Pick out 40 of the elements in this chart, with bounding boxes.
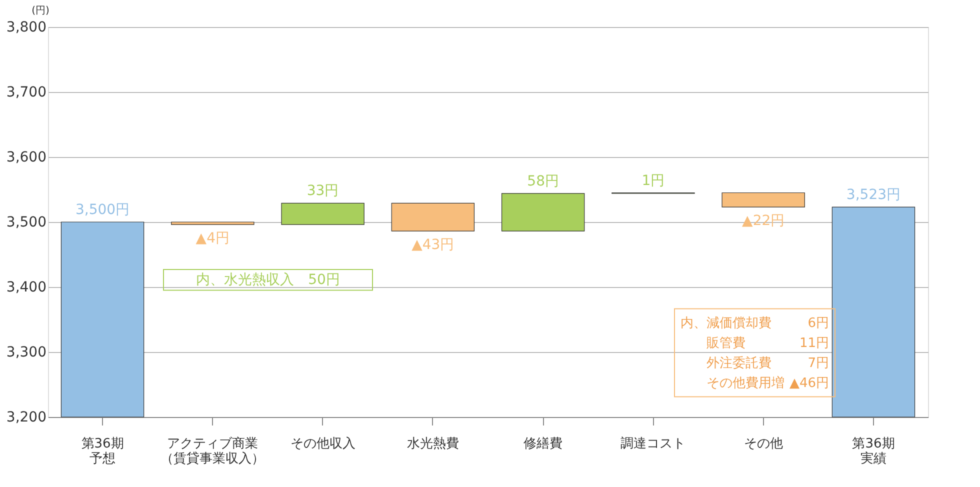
annotation: 11円: [799, 336, 829, 351]
data-label: 58円: [527, 173, 559, 190]
bar: [722, 192, 805, 208]
y-tick-label: 3,400: [6, 280, 46, 296]
x-tick-label: その他収入: [290, 436, 356, 452]
bar: [171, 222, 254, 225]
y-tick-label: 3,500: [6, 214, 46, 230]
data-label: 3,500円: [75, 202, 130, 218]
annotation: 外注委託費: [706, 356, 772, 371]
bar: [281, 202, 364, 225]
annotation: 6円: [808, 316, 829, 331]
x-tick-label: 水光熱費: [406, 436, 459, 452]
bar: [501, 193, 585, 232]
x-tick-label: アクティブ商業（賃貸事業収入）: [160, 436, 265, 466]
bar: [832, 206, 916, 418]
y-tick-label: 3,600: [6, 150, 46, 166]
x-tick-label: 調達コスト: [620, 436, 686, 452]
data-label: 1円: [642, 172, 665, 189]
bar: [60, 222, 144, 418]
annotation: 販管費: [706, 336, 746, 351]
data-label: 3,523円: [846, 187, 901, 204]
x-tick-label: 修繕費: [524, 436, 563, 452]
y-tick-label: 3,700: [6, 84, 46, 100]
annotation: 内、水光熱収入 50円: [196, 272, 340, 288]
x-tick-label: 第36期実績: [852, 436, 895, 466]
y-tick-label: 3,300: [6, 344, 46, 360]
annotation: その他費用増: [706, 374, 784, 391]
annotation: 7円: [808, 356, 829, 371]
bar: [391, 202, 475, 232]
y-tick-label: 3,800: [6, 20, 46, 36]
annotation: 内、減価償却費: [680, 316, 772, 331]
data-label: ▲4円: [196, 230, 230, 247]
data-label: 33円: [306, 183, 339, 200]
data-label: ▲22円: [742, 213, 785, 230]
x-tick-label: その他: [744, 436, 783, 452]
annotation: ▲46円: [789, 376, 829, 391]
data-label: ▲43円: [412, 237, 454, 254]
x-tick-label: 第36期予想: [81, 436, 124, 466]
y-tick-label: 3,200: [6, 410, 46, 426]
y-axis-title: (円): [32, 6, 50, 16]
